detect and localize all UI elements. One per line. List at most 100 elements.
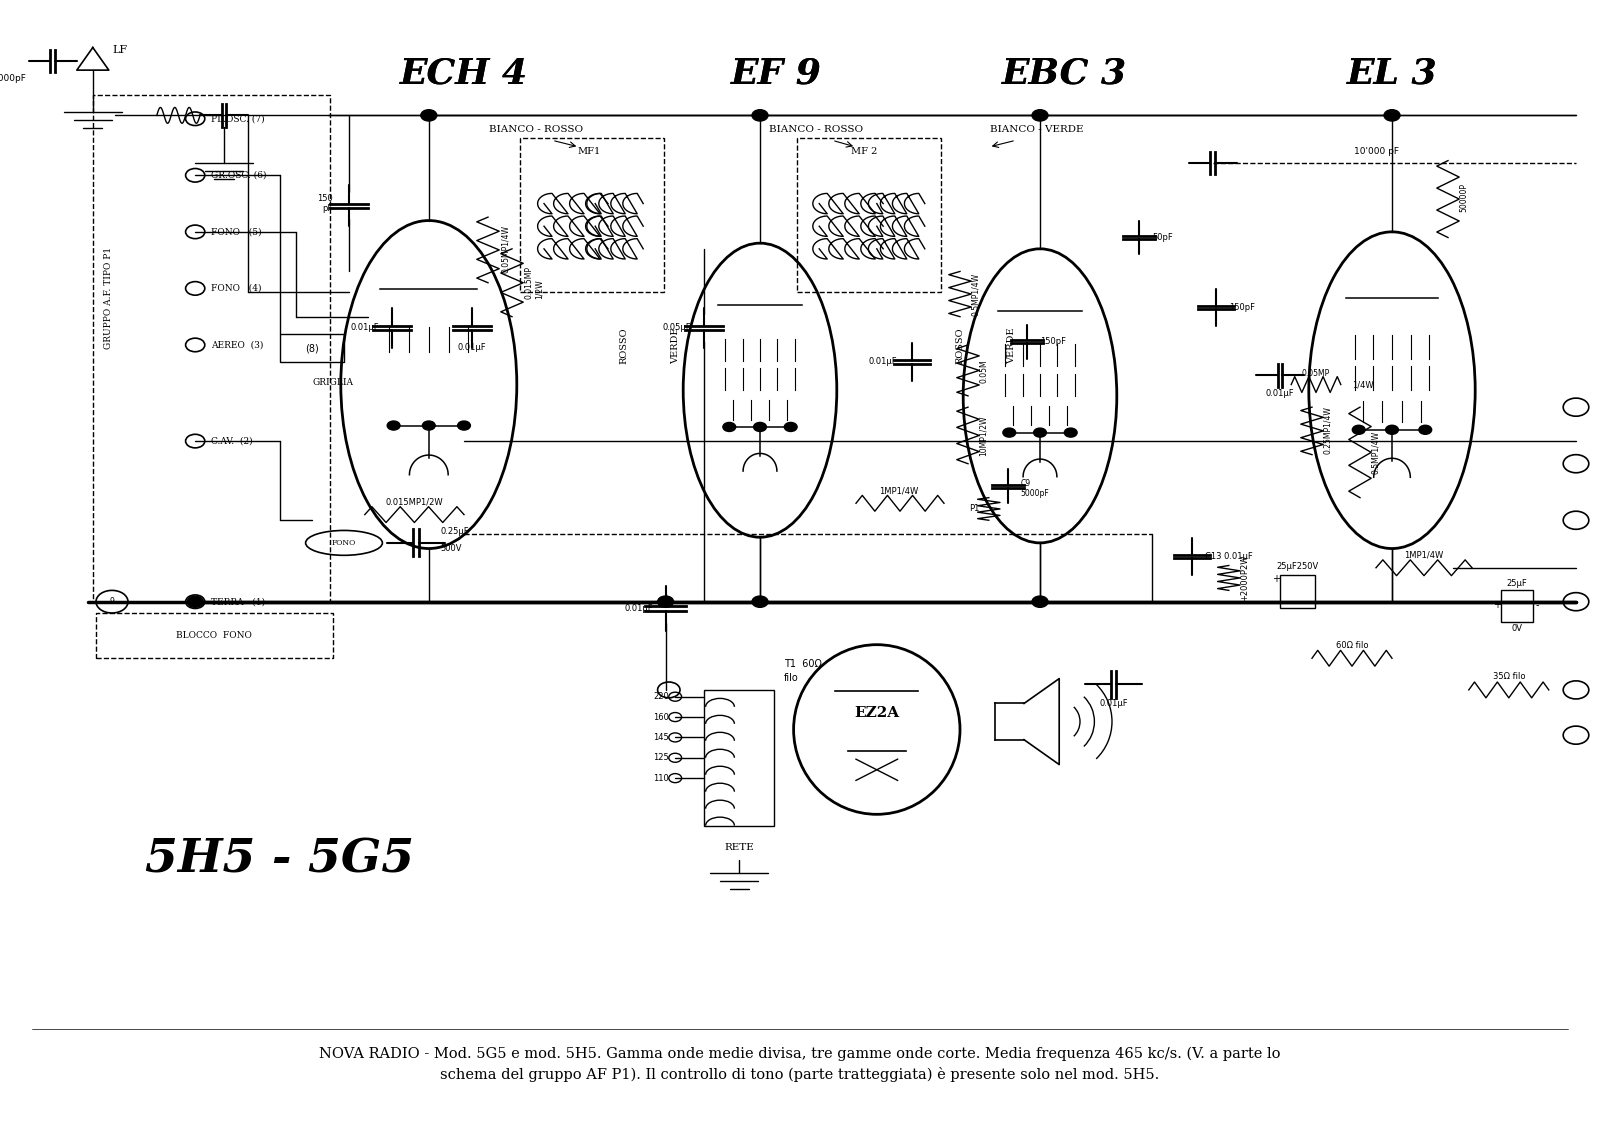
Text: 50000Ρ: 50000Ρ [1459,183,1469,213]
Text: MF1: MF1 [578,147,600,156]
Text: 125: 125 [653,753,669,762]
Circle shape [658,596,674,607]
Text: -: - [1536,601,1539,610]
Circle shape [1352,425,1365,434]
Text: AEREO  (3): AEREO (3) [211,340,264,349]
Text: schema del gruppo AF P1). Il controllo di tono (parte tratteggiata) è presente s: schema del gruppo AF P1). Il controllo d… [440,1067,1160,1082]
Text: 145: 145 [653,733,669,742]
Text: 500V: 500V [440,544,461,553]
Bar [280,334,344,362]
Text: 150pF: 150pF [1040,337,1066,346]
Text: +: + [1493,601,1501,610]
Circle shape [187,596,203,607]
Text: PL.OSC. (7): PL.OSC. (7) [211,114,266,123]
Text: 0V: 0V [1512,624,1522,633]
Text: EBC 3: EBC 3 [1002,57,1126,90]
Text: +: + [1272,575,1280,584]
Text: P1: P1 [970,504,979,513]
Text: EL 3: EL 3 [1347,57,1437,90]
Text: 1MΡ1/4W: 1MΡ1/4W [880,486,918,495]
Text: BLOCCO  FONO: BLOCCO FONO [176,631,253,640]
Text: 0.5MΡ1/4W: 0.5MΡ1/4W [971,273,981,316]
Text: ECH 4: ECH 4 [400,57,528,90]
Text: T1  60Ω: T1 60Ω [784,659,822,670]
Text: GRIGLIA: GRIGLIA [312,378,354,387]
Text: 10MΡ1/2W: 10MΡ1/2W [979,415,989,456]
Text: BIANCO - ROSSO: BIANCO - ROSSO [490,126,582,135]
Text: 0.25μF: 0.25μF [440,527,469,536]
Text: C13 0.01μF: C13 0.01μF [1205,552,1253,561]
Text: GRUPPO A.F. TIPO P1: GRUPPO A.F. TIPO P1 [104,247,114,349]
Text: EZ2A: EZ2A [854,706,899,719]
Text: NOVA RADIO - Mod. 5G5 e mod. 5H5. Gamma onde medie divisa, tre gamme onde corte.: NOVA RADIO - Mod. 5G5 e mod. 5H5. Gamma … [320,1047,1280,1061]
Text: 0.25MΡ1/4W: 0.25MΡ1/4W [1323,406,1333,454]
Text: 25μF: 25μF [1507,579,1526,588]
Text: 35Ω filo: 35Ω filo [1493,672,1525,681]
Text: FONO: FONO [331,538,357,547]
Circle shape [1034,428,1046,437]
Text: 1/4W: 1/4W [1352,380,1374,389]
Text: EF 9: EF 9 [731,57,821,90]
Text: 0.05MΡ1/4W: 0.05MΡ1/4W [501,225,510,273]
Text: VERDE: VERDE [1006,327,1016,364]
Text: 220: 220 [653,692,669,701]
Text: +2000Ρ2W: +2000Ρ2W [1240,554,1250,602]
Text: 0.01μF: 0.01μF [458,343,486,352]
Text: FONO   (5): FONO (5) [211,227,262,236]
Circle shape [1003,428,1016,437]
Text: 0.015MΡ1/2W: 0.015MΡ1/2W [386,498,443,507]
Bar [96,613,333,658]
Circle shape [1386,425,1398,434]
Text: 160: 160 [653,713,669,722]
Text: 0.01μF: 0.01μF [1099,699,1128,708]
Text: ROSSO: ROSSO [619,327,629,364]
Text: 110: 110 [653,774,669,783]
Circle shape [422,421,435,430]
Circle shape [784,423,797,432]
Circle shape [1064,428,1077,437]
Bar [93,95,330,602]
Circle shape [1032,596,1048,607]
Text: GR.OSC. (6): GR.OSC. (6) [211,171,267,180]
Text: BIANCO - VERDE: BIANCO - VERDE [990,126,1083,135]
Text: 0.01μF: 0.01μF [1266,389,1294,398]
Text: C.AV.  (2): C.AV. (2) [211,437,253,446]
Circle shape [1032,110,1048,121]
Circle shape [1384,110,1400,121]
Text: 0.05MΡ: 0.05MΡ [1301,369,1330,378]
Circle shape [387,421,400,430]
Bar [797,138,941,292]
Text: 0.01μF: 0.01μF [869,357,898,366]
Circle shape [752,596,768,607]
Text: 150
pF: 150 pF [317,193,333,214]
Text: (8): (8) [306,344,318,353]
Text: RETE: RETE [725,843,754,852]
Text: FONO   (4): FONO (4) [211,284,262,293]
Text: C9
5000pF: C9 5000pF [1021,478,1050,499]
Text: MF 2: MF 2 [851,147,877,156]
Text: 9: 9 [109,597,115,606]
Circle shape [458,421,470,430]
Text: 5000pF: 5000pF [0,75,27,84]
Circle shape [723,423,736,432]
Text: 10'000 pF: 10'000 pF [1354,147,1398,156]
Circle shape [421,110,437,121]
Text: EL 3: EL 3 [1347,57,1437,90]
Bar [1501,590,1533,622]
Text: 0.5MΡ1/4W: 0.5MΡ1/4W [1371,431,1381,474]
Text: 5H5 - 5G5: 5H5 - 5G5 [146,837,414,882]
Text: EF 9: EF 9 [731,57,821,90]
Circle shape [754,423,766,432]
Circle shape [1419,425,1432,434]
Text: 1MΡ1/4W: 1MΡ1/4W [1405,551,1443,560]
Text: EBC 3: EBC 3 [1002,57,1126,90]
Bar [1280,575,1315,608]
Text: filo: filo [784,673,798,683]
Text: ROSSO: ROSSO [955,327,965,364]
Text: 0.05M: 0.05M [979,360,989,382]
Text: ECH 4: ECH 4 [400,57,528,90]
Text: 150pF: 150pF [1229,303,1254,312]
Text: 25μF250V: 25μF250V [1277,562,1318,571]
Text: 0.05μF: 0.05μF [662,323,691,333]
Text: 60Ω filo: 60Ω filo [1336,641,1368,650]
